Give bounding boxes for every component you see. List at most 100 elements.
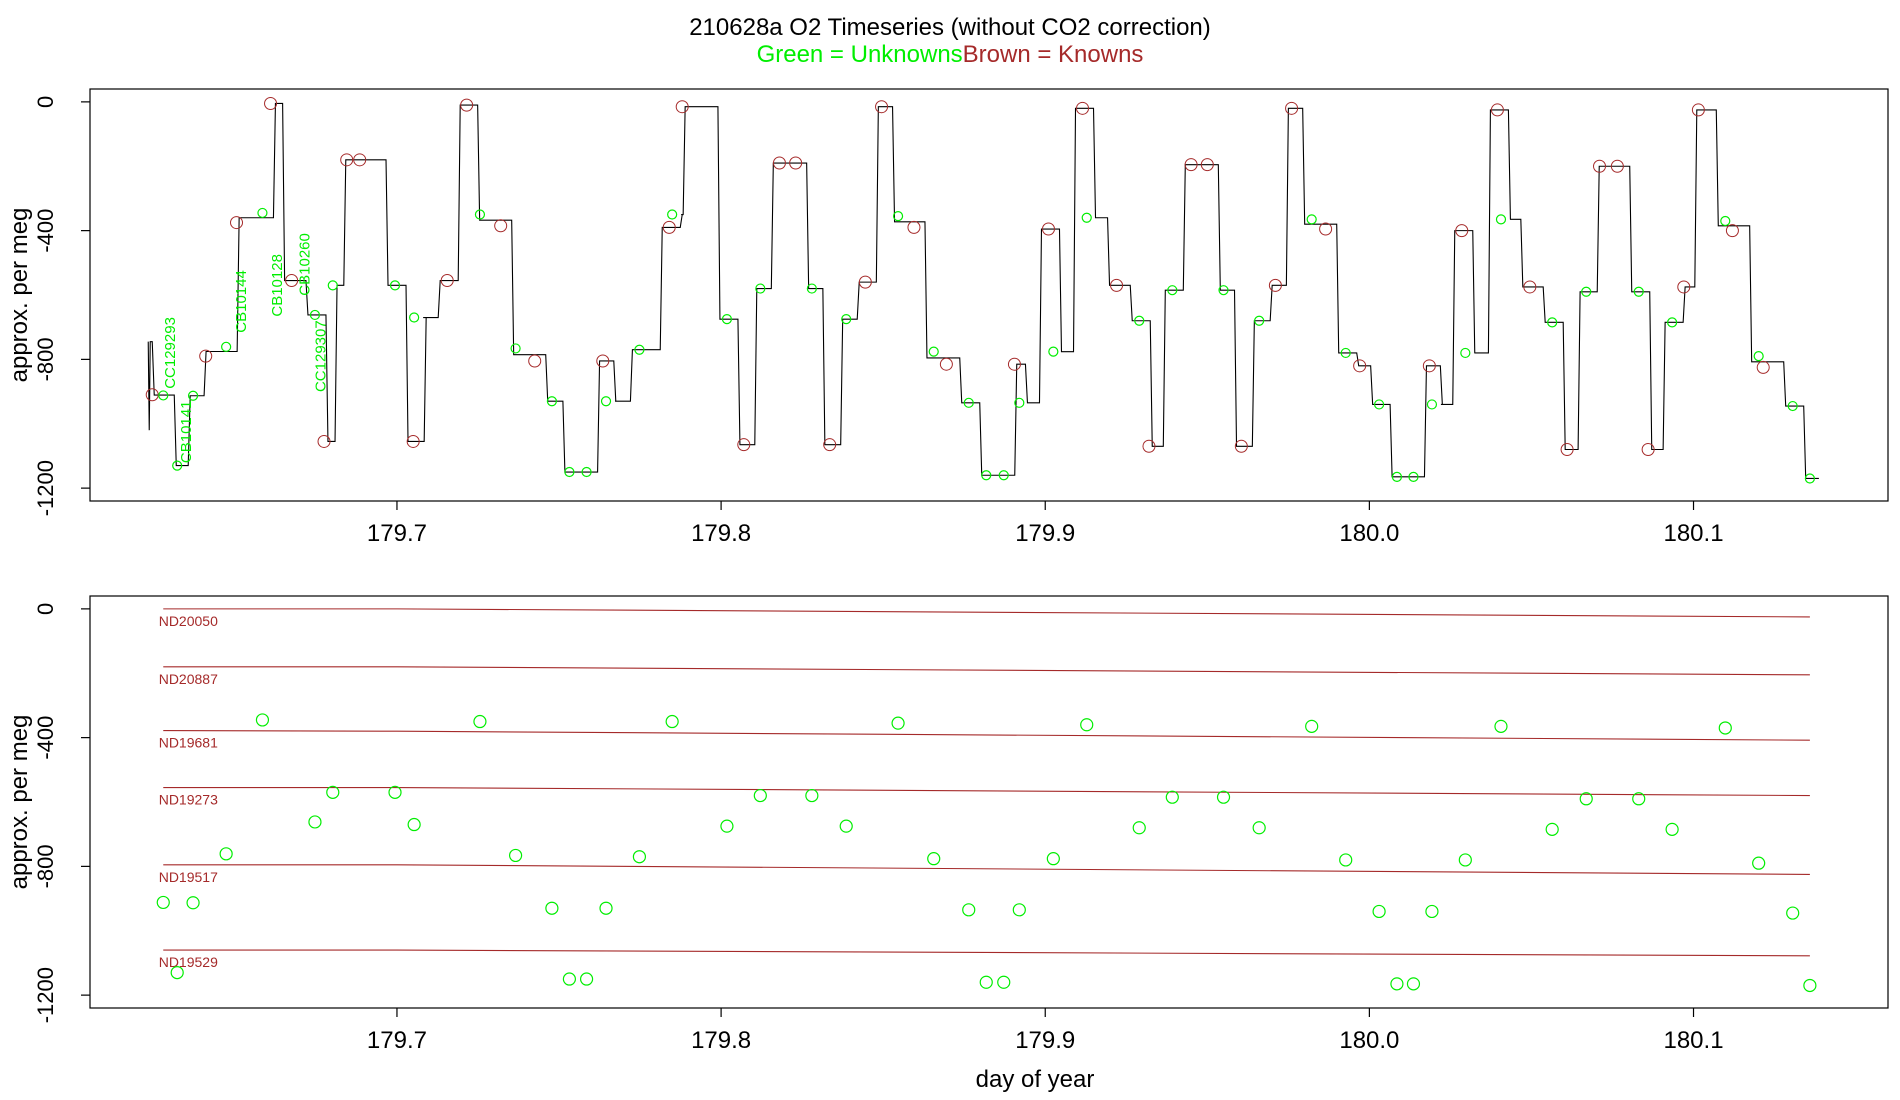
y-tick-label-0-1: -400: [33, 209, 58, 253]
unknown-point-38: [1425, 904, 1439, 919]
unknown-point-43: [1632, 792, 1646, 806]
unknown-marker-21: [892, 211, 904, 222]
unknown-marker-37: [1408, 471, 1419, 482]
sample-label-5: CC129307: [313, 320, 330, 392]
unknown-point-34: [1339, 853, 1353, 867]
known-point-39: [1523, 280, 1537, 294]
x-tick-label-1-2: 179.9: [1015, 1027, 1075, 1054]
sample-label-1: CB10141: [178, 401, 195, 464]
y-tick-label-1-0: 0: [33, 603, 58, 615]
known-point-17: [772, 156, 786, 170]
known-point-42: [1610, 159, 1624, 173]
unknown-marker-45: [1720, 215, 1731, 227]
unknown-marker-20: [841, 314, 852, 325]
unknown-marker-24: [981, 470, 992, 481]
y-tick-label-0-0: 0: [33, 96, 58, 108]
known-point-31: [1234, 439, 1248, 453]
known-point-35: [1353, 359, 1367, 373]
legend-knowns: Brown = Knowns: [962, 41, 1144, 68]
unknown-marker-7: [389, 280, 401, 291]
unknown-marker-46: [1753, 351, 1764, 362]
unknown-point-40: [1494, 719, 1508, 733]
known-point-9: [440, 274, 454, 288]
known-point-2: [230, 216, 244, 230]
x-tick-label-0-4: 180.1: [1663, 520, 1723, 547]
y-tick-label-0-3: -1200: [33, 460, 58, 516]
unknown-marker-34: [1340, 347, 1351, 359]
known-point-44: [1677, 280, 1691, 294]
unknown-point-13: [579, 972, 594, 986]
unknown-point-27: [1046, 852, 1060, 866]
known-point-34: [1319, 222, 1333, 236]
known-point-3: [264, 96, 278, 110]
legend-unknowns: Green = Unknowns: [756, 41, 963, 68]
known-point-36: [1422, 359, 1436, 373]
unknown-marker-0: [158, 390, 169, 401]
x-tick-label-1-0: 179.7: [367, 1027, 427, 1054]
sample-label-4: CB10260: [296, 233, 313, 296]
unknown-marker-19: [806, 283, 817, 294]
known-point-15: [675, 100, 689, 114]
unknown-marker-25: [998, 470, 1009, 481]
known-point-32: [1268, 278, 1282, 292]
reference-line-2: [163, 729, 1810, 741]
unknown-marker-4: [257, 207, 268, 219]
unknown-point-44: [1665, 822, 1679, 836]
unknown-point-19: [805, 788, 819, 803]
known-point-22: [907, 220, 921, 234]
chart-subtitle: Green = UnknownsBrown = Knowns: [0, 41, 1900, 69]
x-tick-label-1-4: 180.1: [1663, 1027, 1723, 1054]
known-point-45: [1691, 103, 1705, 117]
chart-title: 210628a O2 Timeseries (without CO2 corre…: [689, 14, 1211, 41]
unknown-marker-16: [667, 209, 678, 220]
unknown-marker-39: [1460, 347, 1471, 359]
unknown-marker-3: [221, 341, 232, 352]
known-point-27: [1110, 278, 1124, 292]
unknown-point-14: [599, 901, 613, 915]
sample-label-2: CB10144: [233, 270, 250, 333]
unknown-point-15: [632, 850, 647, 864]
unknown-marker-43: [1633, 286, 1644, 297]
known-point-18: [789, 156, 803, 170]
unknown-point-31: [1216, 790, 1231, 804]
unknown-marker-36: [1391, 471, 1403, 482]
known-point-29: [1184, 158, 1198, 172]
known-point-23: [939, 357, 953, 371]
unknown-marker-1: [172, 460, 183, 471]
reference-label-0: ND20050: [159, 613, 218, 629]
unknown-point-12: [562, 972, 577, 986]
unknown-point-7: [388, 785, 402, 799]
known-point-14: [662, 220, 676, 234]
x-tick-label-0-1: 179.8: [691, 520, 751, 547]
y-tick-label-0-2: -800: [33, 337, 58, 381]
reference-label-2: ND19681: [159, 735, 218, 751]
timeseries-line: [147, 102, 1819, 480]
unknown-point-21: [891, 716, 905, 730]
unknown-point-1: [170, 965, 184, 980]
unknown-marker-14: [600, 396, 612, 407]
unknown-marker-17: [721, 314, 733, 325]
known-point-25: [1041, 222, 1055, 236]
unknown-point-47: [1786, 906, 1800, 920]
x-axis-label-1: day of year: [976, 1066, 1095, 1093]
x-tick-label-1-3: 180.0: [1339, 1027, 1399, 1054]
unknown-point-5: [308, 815, 322, 829]
unknown-marker-42: [1581, 286, 1592, 297]
known-point-10: [460, 98, 474, 112]
unknown-point-29: [1132, 821, 1146, 835]
unknown-point-23: [962, 903, 976, 917]
reference-label-4: ND19517: [159, 869, 218, 885]
unknown-marker-47: [1787, 400, 1798, 412]
unknown-marker-11: [546, 396, 557, 407]
known-point-21: [875, 100, 889, 114]
unknown-marker-22: [928, 346, 939, 357]
unknown-marker-44: [1667, 317, 1678, 328]
known-point-5: [317, 434, 331, 448]
unknown-marker-23: [963, 397, 974, 408]
unknown-point-25: [997, 975, 1011, 989]
unknown-point-3: [219, 847, 233, 861]
reference-label-5: ND19529: [159, 954, 218, 970]
y-tick-label-1-2: -800: [33, 844, 58, 888]
